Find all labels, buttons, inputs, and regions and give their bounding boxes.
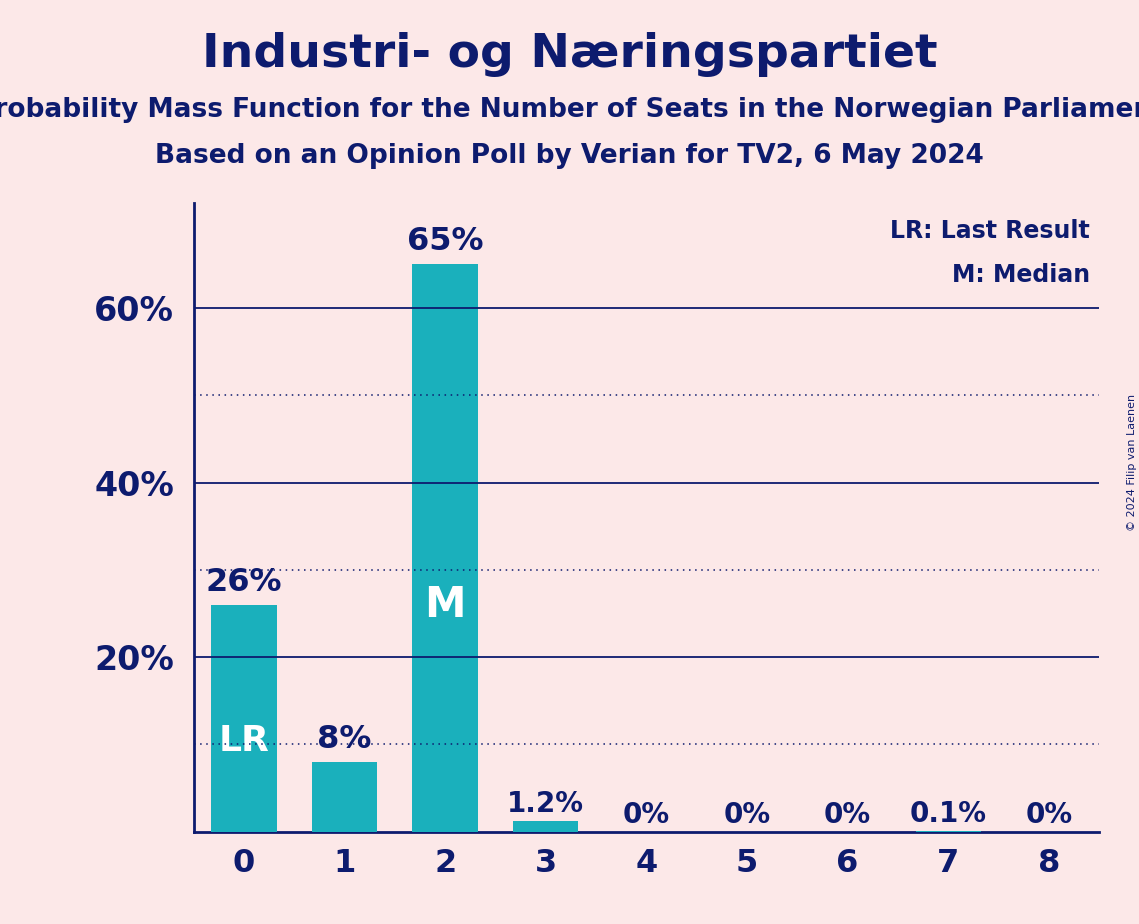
Text: 26%: 26% — [206, 566, 282, 598]
Text: 0%: 0% — [723, 801, 771, 829]
Bar — [211, 604, 277, 832]
Text: 0%: 0% — [823, 801, 871, 829]
Text: 0%: 0% — [623, 801, 670, 829]
Text: 8%: 8% — [318, 723, 371, 755]
Bar — [412, 264, 478, 832]
Text: Based on an Opinion Poll by Verian for TV2, 6 May 2024: Based on an Opinion Poll by Verian for T… — [155, 143, 984, 169]
Text: 1.2%: 1.2% — [507, 790, 584, 818]
Text: M: Median: M: Median — [952, 263, 1090, 287]
Text: LR: Last Result: LR: Last Result — [891, 219, 1090, 243]
Text: Probability Mass Function for the Number of Seats in the Norwegian Parliament: Probability Mass Function for the Number… — [0, 97, 1139, 123]
Text: 0%: 0% — [1025, 801, 1073, 829]
Text: 65%: 65% — [407, 226, 483, 258]
Text: © 2024 Filip van Laenen: © 2024 Filip van Laenen — [1126, 394, 1137, 530]
Text: LR: LR — [219, 723, 269, 758]
Bar — [312, 761, 377, 832]
Text: M: M — [425, 584, 466, 626]
Text: Industri- og Næringspartiet: Industri- og Næringspartiet — [202, 32, 937, 78]
Bar — [513, 821, 579, 832]
Text: 0.1%: 0.1% — [910, 800, 986, 828]
